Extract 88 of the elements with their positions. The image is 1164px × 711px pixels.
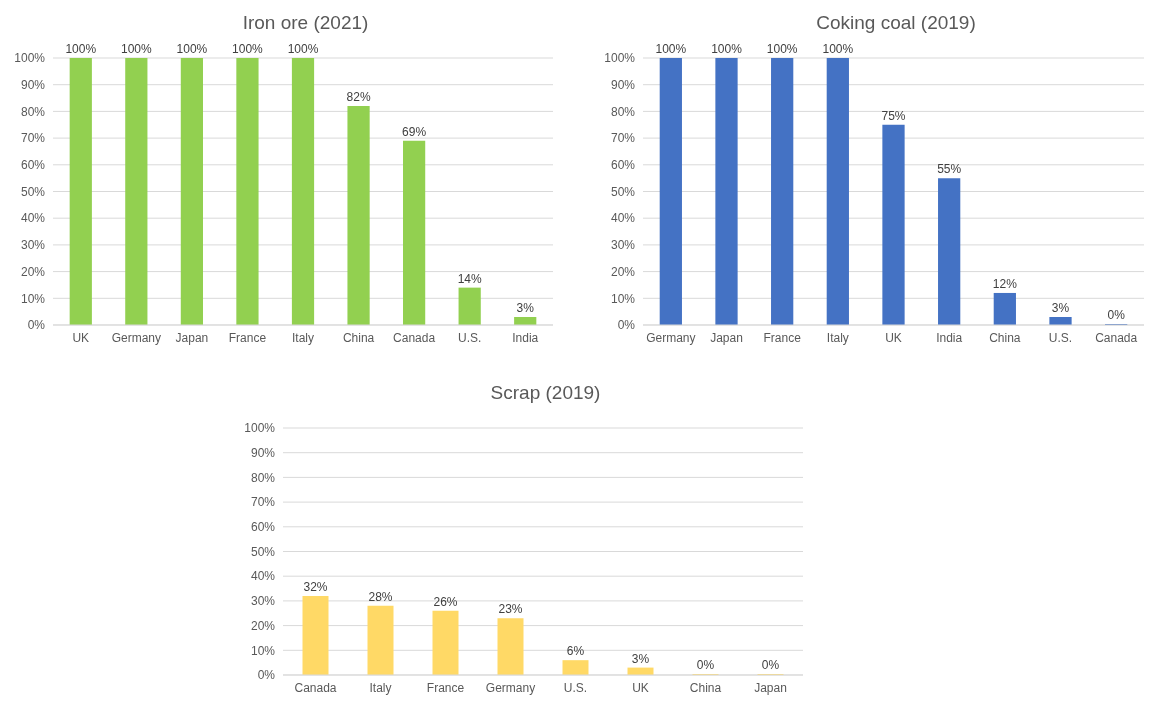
y-tick-label: 30%: [610, 238, 636, 253]
y-tick-label: 50%: [250, 544, 276, 559]
y-tick-label: 50%: [20, 184, 46, 199]
data-label: 12%: [992, 276, 1018, 291]
data-label: 82%: [346, 90, 371, 105]
y-tick-label: 10%: [20, 291, 46, 306]
data-label: 0%: [1107, 308, 1126, 322]
data-label: 100%: [766, 42, 798, 56]
y-tick-label: 0%: [617, 318, 636, 333]
x-tick-label: India: [512, 330, 539, 345]
data-label: 69%: [402, 124, 427, 139]
data-label: 14%: [457, 271, 482, 286]
y-tick-label: 40%: [250, 569, 276, 584]
data-label: 3%: [516, 300, 535, 315]
y-tick-label: 70%: [610, 131, 636, 146]
x-tick-label: China: [689, 680, 722, 695]
chart-title: Iron ore (2021): [241, 11, 370, 35]
x-tick-label: Japan: [175, 330, 209, 345]
y-tick-label: 90%: [20, 77, 46, 92]
data-label: 100%: [287, 42, 319, 56]
x-tick-label: U.S.: [1048, 330, 1073, 345]
y-tick-label: 30%: [250, 594, 276, 609]
y-tick-label: 0%: [257, 668, 276, 683]
y-tick-label: 60%: [20, 158, 46, 173]
y-tick-label: 60%: [250, 520, 276, 535]
data-label: 100%: [65, 42, 97, 56]
y-tick-label: 70%: [20, 131, 46, 146]
y-tick-label: 80%: [250, 470, 276, 485]
x-tick-label: Italy: [291, 330, 315, 345]
data-label: 100%: [822, 42, 854, 56]
y-tick-label: 10%: [250, 643, 276, 658]
data-label: 0%: [696, 658, 715, 672]
y-tick-label: 20%: [20, 264, 46, 279]
x-tick-label: China: [989, 330, 1021, 345]
data-label: 75%: [881, 108, 906, 123]
chart-title: Coking coal (2019): [815, 11, 977, 35]
x-tick-label: Germany: [111, 330, 162, 345]
data-label: 55%: [937, 162, 962, 177]
y-tick-label: 30%: [20, 238, 46, 253]
data-label: 100%: [232, 42, 264, 56]
data-label: 32%: [303, 579, 328, 594]
x-tick-label: U.S.: [457, 330, 482, 345]
y-tick-label: 80%: [610, 104, 636, 119]
y-tick-label: 10%: [610, 291, 636, 306]
data-label: 100%: [120, 42, 152, 56]
x-tick-label: Germany: [485, 680, 536, 695]
y-tick-label: 50%: [610, 184, 636, 199]
y-tick-label: 60%: [610, 158, 636, 173]
data-label: 100%: [176, 42, 208, 56]
y-tick-label: 40%: [20, 211, 46, 226]
y-tick-label: 70%: [250, 495, 276, 510]
x-tick-label: Italy: [826, 330, 849, 345]
data-label: 26%: [433, 594, 458, 609]
data-label: 100%: [655, 42, 687, 56]
chart-title: Scrap (2019): [489, 381, 602, 405]
x-tick-label: France: [228, 330, 267, 345]
y-tick-label: 100%: [604, 51, 636, 66]
x-tick-label: Germany: [646, 330, 696, 345]
data-label: 3%: [631, 651, 650, 666]
x-tick-label: Canada: [1095, 330, 1138, 345]
y-tick-label: 20%: [610, 264, 636, 279]
x-tick-label: Italy: [369, 680, 392, 695]
y-tick-label: 100%: [244, 421, 276, 436]
y-tick-label: 100%: [14, 51, 46, 66]
y-tick-label: 80%: [20, 104, 46, 119]
x-tick-label: U.S.: [563, 680, 588, 695]
data-label: 23%: [498, 602, 523, 617]
data-label: 3%: [1051, 300, 1070, 315]
x-tick-label: Japan: [754, 680, 787, 695]
x-tick-label: UK: [885, 330, 902, 345]
data-label: 100%: [711, 42, 743, 56]
x-tick-label: France: [426, 680, 465, 695]
data-label: 6%: [566, 644, 585, 659]
y-tick-label: 40%: [610, 211, 636, 226]
data-label: 28%: [368, 589, 393, 604]
y-tick-label: 90%: [250, 445, 276, 460]
y-tick-label: 0%: [27, 318, 46, 333]
x-tick-label: China: [342, 330, 375, 345]
x-tick-label: Japan: [710, 330, 743, 345]
x-tick-label: Canada: [294, 680, 337, 695]
x-tick-label: India: [936, 330, 963, 345]
x-tick-label: UK: [72, 330, 90, 345]
x-tick-label: Canada: [393, 330, 436, 345]
x-tick-label: France: [763, 330, 802, 345]
data-label: 0%: [761, 658, 780, 672]
y-tick-label: 90%: [610, 77, 636, 92]
x-tick-label: UK: [632, 680, 649, 695]
y-tick-label: 20%: [250, 618, 276, 633]
